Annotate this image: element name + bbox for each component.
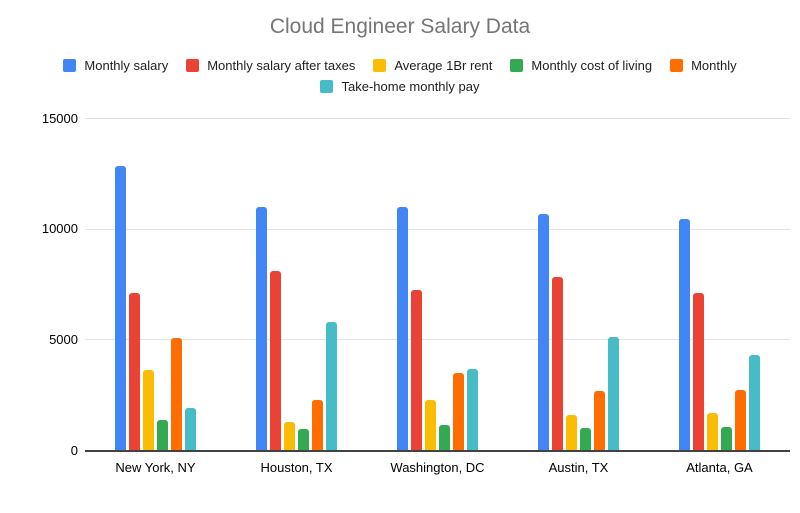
gridline — [85, 228, 790, 230]
legend: Monthly salary Monthly salary after taxes… — [5, 58, 795, 94]
bar-take-home-monthly-pay[interactable] — [326, 321, 337, 450]
category-group-houston-tx: Houston, TX — [226, 118, 367, 475]
category-group-new-york-ny: New York, NY — [85, 118, 226, 475]
legend-item-average-1br-rent: Average 1Br rent — [373, 58, 492, 73]
x-axis-category-label: Washington, DC — [390, 460, 485, 475]
bar-monthly-cost-of-living[interactable] — [721, 426, 732, 450]
bar-average-1br-rent[interactable] — [425, 400, 436, 450]
chart-plot-area: 0 5000 10000 15000 New York, NY Houston, TX W… — [0, 111, 800, 498]
gridline — [85, 118, 790, 119]
bar-average-1br-rent[interactable] — [566, 414, 577, 450]
y-axis-tick-label: 10000 — [41, 221, 78, 237]
bar-take-home-monthly-pay[interactable] — [608, 337, 619, 450]
bar-average-1br-rent[interactable] — [284, 422, 295, 450]
legend-label: Take-home monthly pay — [341, 79, 480, 94]
bar-groups: New York, NY Houston, TX Washington, DC Aus… — [85, 118, 790, 475]
legend-item-take-home-monthly-pay: Take-home monthly pay — [320, 79, 480, 94]
bar-monthly-salary-after-taxes[interactable] — [270, 270, 281, 450]
bar-monthly[interactable] — [453, 372, 464, 450]
gridline — [85, 339, 790, 341]
x-axis-category-label: Houston, TX — [260, 460, 333, 475]
legend-label: Monthly salary after taxes — [207, 58, 356, 73]
legend-swatch-icon — [670, 59, 684, 72]
bar-average-1br-rent[interactable] — [707, 413, 718, 450]
legend-swatch-icon — [63, 59, 77, 72]
legend-swatch-icon — [373, 59, 387, 72]
chart-container[interactable]: Cloud Engineer Salary Data Monthly salar… — [0, 14, 800, 498]
y-axis-tick-label: 15000 — [41, 110, 78, 126]
chart-title: Cloud Engineer Salary Data — [269, 15, 531, 38]
legend-item-monthly: Monthly — [670, 58, 737, 73]
legend-label: Monthly cost of living — [531, 58, 653, 73]
bar-monthly-salary-after-taxes[interactable] — [129, 292, 140, 450]
bar-monthly-cost-of-living[interactable] — [580, 427, 591, 450]
category-group-austin-tx: Austin, TX — [508, 118, 649, 475]
legend-item-monthly-salary-after-taxes: Monthly salary after taxes — [186, 58, 355, 73]
category-group-atlanta-ga: Atlanta, GA — [649, 118, 790, 475]
bar-take-home-monthly-pay[interactable] — [185, 407, 196, 450]
legend-swatch-icon — [320, 80, 334, 93]
bar-monthly[interactable] — [312, 400, 323, 450]
plot: New York, NY Houston, TX Washington, DC Aus… — [85, 118, 790, 475]
y-axis-tick-label: 0 — [70, 442, 78, 458]
y-axis-tick-label: 5000 — [49, 331, 78, 347]
bar-monthly-cost-of-living[interactable] — [298, 428, 309, 450]
bar-monthly-salary[interactable] — [538, 214, 549, 450]
bar-monthly-salary[interactable] — [115, 165, 126, 450]
legend-label: Average 1Br rent — [394, 58, 493, 73]
bar-monthly-salary[interactable] — [397, 206, 408, 450]
bar-monthly[interactable] — [594, 391, 605, 450]
legend-swatch-icon — [186, 59, 200, 72]
bar-monthly-salary[interactable] — [256, 206, 267, 450]
bar-monthly[interactable] — [171, 338, 182, 450]
legend-item-monthly-salary: Monthly salary — [63, 58, 168, 73]
x-axis-category-label: New York, NY — [115, 460, 196, 475]
bar-monthly-cost-of-living[interactable] — [439, 424, 450, 450]
bar-monthly-salary-after-taxes[interactable] — [552, 277, 563, 450]
bar-take-home-monthly-pay[interactable] — [749, 354, 760, 450]
legend-label: Monthly salary — [84, 58, 169, 73]
bar-monthly-salary-after-taxes[interactable] — [693, 292, 704, 450]
bar-monthly-salary[interactable] — [679, 218, 690, 450]
legend-label: Monthly — [691, 58, 737, 73]
x-axis-category-label: Austin, TX — [548, 460, 609, 475]
bar-take-home-monthly-pay[interactable] — [467, 369, 478, 450]
bar-monthly-cost-of-living[interactable] — [157, 420, 168, 450]
legend-swatch-icon — [510, 59, 524, 72]
bar-monthly-salary-after-taxes[interactable] — [411, 289, 422, 450]
bar-monthly[interactable] — [735, 390, 746, 450]
category-group-washington-dc: Washington, DC — [367, 118, 508, 475]
bar-average-1br-rent[interactable] — [143, 370, 154, 450]
legend-item-monthly-cost-of-living: Monthly cost of living — [510, 58, 652, 73]
x-axis-category-label: Atlanta, GA — [686, 460, 753, 475]
y-axis: 0 5000 10000 15000 — [0, 111, 78, 458]
